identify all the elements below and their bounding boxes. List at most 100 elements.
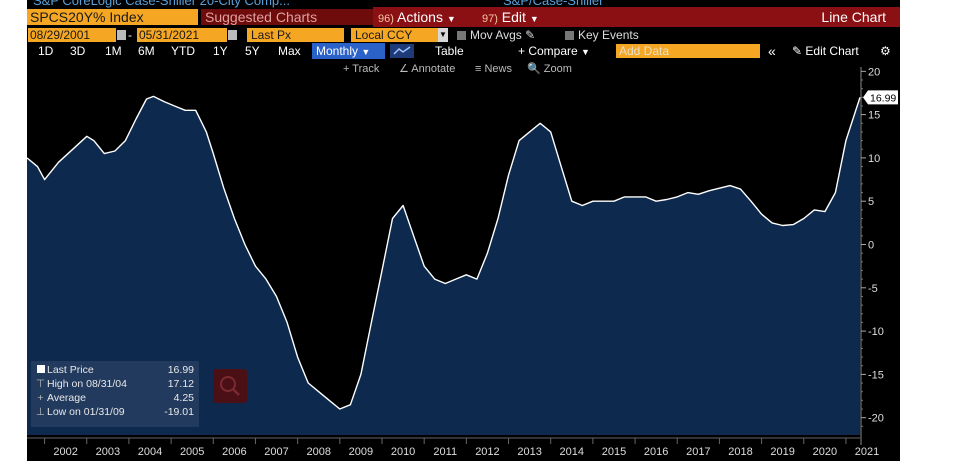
range-1d[interactable]: 1D xyxy=(38,44,54,58)
chevron-down-icon: ▼ xyxy=(581,47,590,57)
y-tick-label: -5 xyxy=(868,283,878,295)
x-tick-label: 2019 xyxy=(770,446,794,458)
magnifier-icon[interactable] xyxy=(213,369,247,403)
x-tick-label: 2014 xyxy=(560,446,584,458)
x-tick-label: 2012 xyxy=(475,446,499,458)
compare-label: + Compare xyxy=(518,44,578,58)
x-tick-label: 2015 xyxy=(602,446,626,458)
compare-menu[interactable]: + Compare ▼ xyxy=(518,43,590,59)
x-tick-label: 2002 xyxy=(53,446,77,458)
checkbox-icon xyxy=(457,31,466,41)
actions-shortcut: 96) xyxy=(378,13,394,25)
add-data-input[interactable]: Add Data xyxy=(616,44,760,58)
legend-label: Average xyxy=(47,392,86,404)
actions-menu[interactable]: 96) Actions ▼ xyxy=(378,9,456,25)
x-tick-label: 2013 xyxy=(517,446,541,458)
range-ytd[interactable]: YTD xyxy=(171,44,195,58)
last-value-tag xyxy=(863,90,898,105)
security-description-bar: S&P CoreLogic Case-Shiller 20-City Comp.… xyxy=(27,0,900,8)
legend-item: Last Price 16.99 xyxy=(34,363,196,377)
x-tick-label: 2016 xyxy=(644,446,668,458)
field-selector[interactable]: Last Px xyxy=(247,28,344,42)
low-marker-icon: ⊥ xyxy=(35,406,46,418)
y-tick-label: 20 xyxy=(868,66,880,78)
edit-menu[interactable]: 97) Edit ▼ xyxy=(482,9,539,25)
x-tick-label: 2010 xyxy=(391,446,415,458)
frequency-label: Monthly xyxy=(316,44,359,58)
calendar-icon[interactable] xyxy=(228,30,237,40)
x-tick-label: 2005 xyxy=(180,446,204,458)
range-1y[interactable]: 1Y xyxy=(213,44,228,58)
mov-avgs-label: Mov Avgs xyxy=(470,28,522,42)
currency-selector[interactable]: Local CCY xyxy=(351,28,438,42)
toolbar: 1D 3D 1M 6M YTD 1Y 5Y Max Monthly ▼ Tabl… xyxy=(27,43,900,59)
annotate-tool[interactable]: ∠ Annotate xyxy=(399,63,455,75)
average-marker-icon: + xyxy=(37,392,44,404)
range-6m[interactable]: 6M xyxy=(138,44,155,58)
y-axis: -20 -15 -10 -5 0 5 10 15 20 xyxy=(860,66,884,445)
range-3d[interactable]: 3D xyxy=(70,44,86,58)
zoom-tool[interactable]: 🔍 Zoom xyxy=(527,61,572,75)
x-tick-label: 2009 xyxy=(349,446,373,458)
edit-chart-label: Edit Chart xyxy=(805,44,859,58)
chart-tools: + Track ∠ Annotate ≡ News 🔍 Zoom xyxy=(343,61,572,75)
x-tick-label: 2004 xyxy=(138,446,162,458)
start-date-field[interactable]: 08/29/2001 xyxy=(28,28,116,42)
bloomberg-terminal-window: S&P CoreLogic Case-Shiller 20-City Comp.… xyxy=(27,0,900,461)
gear-icon[interactable]: ⚙ xyxy=(880,44,891,58)
y-tick-label: -10 xyxy=(868,326,884,338)
legend-value: 17.12 xyxy=(167,378,194,390)
chevron-down-icon: ▼ xyxy=(529,14,539,24)
calendar-icon[interactable] xyxy=(117,30,126,40)
legend-label: High on 08/31/04 xyxy=(47,378,127,390)
chevron-down-icon: ▼ xyxy=(446,14,456,24)
x-tick-label: 2008 xyxy=(306,446,330,458)
x-tick-label: 2021 xyxy=(855,446,879,458)
legend-value: 16.99 xyxy=(167,364,194,376)
legend-value: -19.01 xyxy=(164,406,194,418)
chevron-down-icon[interactable]: ▼ xyxy=(438,28,448,42)
chart-type-title: Line Chart xyxy=(821,9,886,25)
last-value-label: 16.99 xyxy=(863,90,898,105)
news-tool[interactable]: ≡ News xyxy=(475,63,512,75)
chevron-down-icon: ▼ xyxy=(361,47,371,57)
y-tick-label: 0 xyxy=(868,240,874,252)
edit-label: Edit xyxy=(501,9,526,25)
key-events-toggle[interactable]: Key Events xyxy=(565,28,639,42)
pencil-icon: ✎ xyxy=(792,44,803,58)
legend-label: Last Price xyxy=(47,364,94,376)
collapse-icon[interactable]: « xyxy=(768,43,776,59)
ticker-field[interactable]: SPCS20Y% Index xyxy=(27,9,198,25)
y-tick-label: -20 xyxy=(868,413,884,425)
security-description-right: S&P/Case-Shiller xyxy=(503,0,604,8)
table-button[interactable]: Table xyxy=(435,44,464,58)
controls-bar: 08/29/2001 - 05/31/2021 Last Px Local CC… xyxy=(27,27,900,43)
x-tick-label: 2017 xyxy=(686,446,710,458)
range-5y[interactable]: 5Y xyxy=(245,44,260,58)
y-tick-label: 15 xyxy=(868,110,880,122)
end-date-field[interactable]: 05/31/2021 xyxy=(137,28,227,42)
x-tick-label: 2011 xyxy=(433,446,457,458)
key-events-label: Key Events xyxy=(578,28,639,42)
edit-chart-button[interactable]: ✎ Edit Chart xyxy=(792,43,859,59)
checkbox-icon xyxy=(565,31,574,41)
suggested-charts-button[interactable]: Suggested Charts xyxy=(201,9,373,25)
menu-bar: 96) Actions ▼ 97) Edit ▼ Line Chart xyxy=(373,7,900,27)
line-chart-icon[interactable] xyxy=(390,44,414,58)
x-axis: 2002 2003 2004 2005 2006 2007 2008 2009 2010 2011… xyxy=(27,437,879,458)
mov-avgs-toggle[interactable]: Mov Avgs ✎ xyxy=(457,28,535,42)
last-value-text: 16.99 xyxy=(870,92,896,104)
legend-label: Low on 01/31/09 xyxy=(47,406,125,418)
range-max[interactable]: Max xyxy=(278,44,301,58)
x-tick-label: 2003 xyxy=(96,446,120,458)
range-1m[interactable]: 1M xyxy=(105,44,122,58)
frequency-selector[interactable]: Monthly ▼ xyxy=(312,43,385,59)
chart-area[interactable]: + Track ∠ Annotate ≡ News 🔍 Zoom -20 -15 -10-… xyxy=(27,59,900,461)
legend-item: + Average 4.25 xyxy=(34,391,196,405)
line-chart: + Track ∠ Annotate ≡ News 🔍 Zoom -20-15-10-… xyxy=(27,61,898,458)
series-line xyxy=(27,95,861,410)
track-tool[interactable]: + Track xyxy=(343,63,380,75)
x-tick-label: 2020 xyxy=(813,446,837,458)
date-separator: - xyxy=(128,28,132,42)
series-area xyxy=(27,96,860,436)
